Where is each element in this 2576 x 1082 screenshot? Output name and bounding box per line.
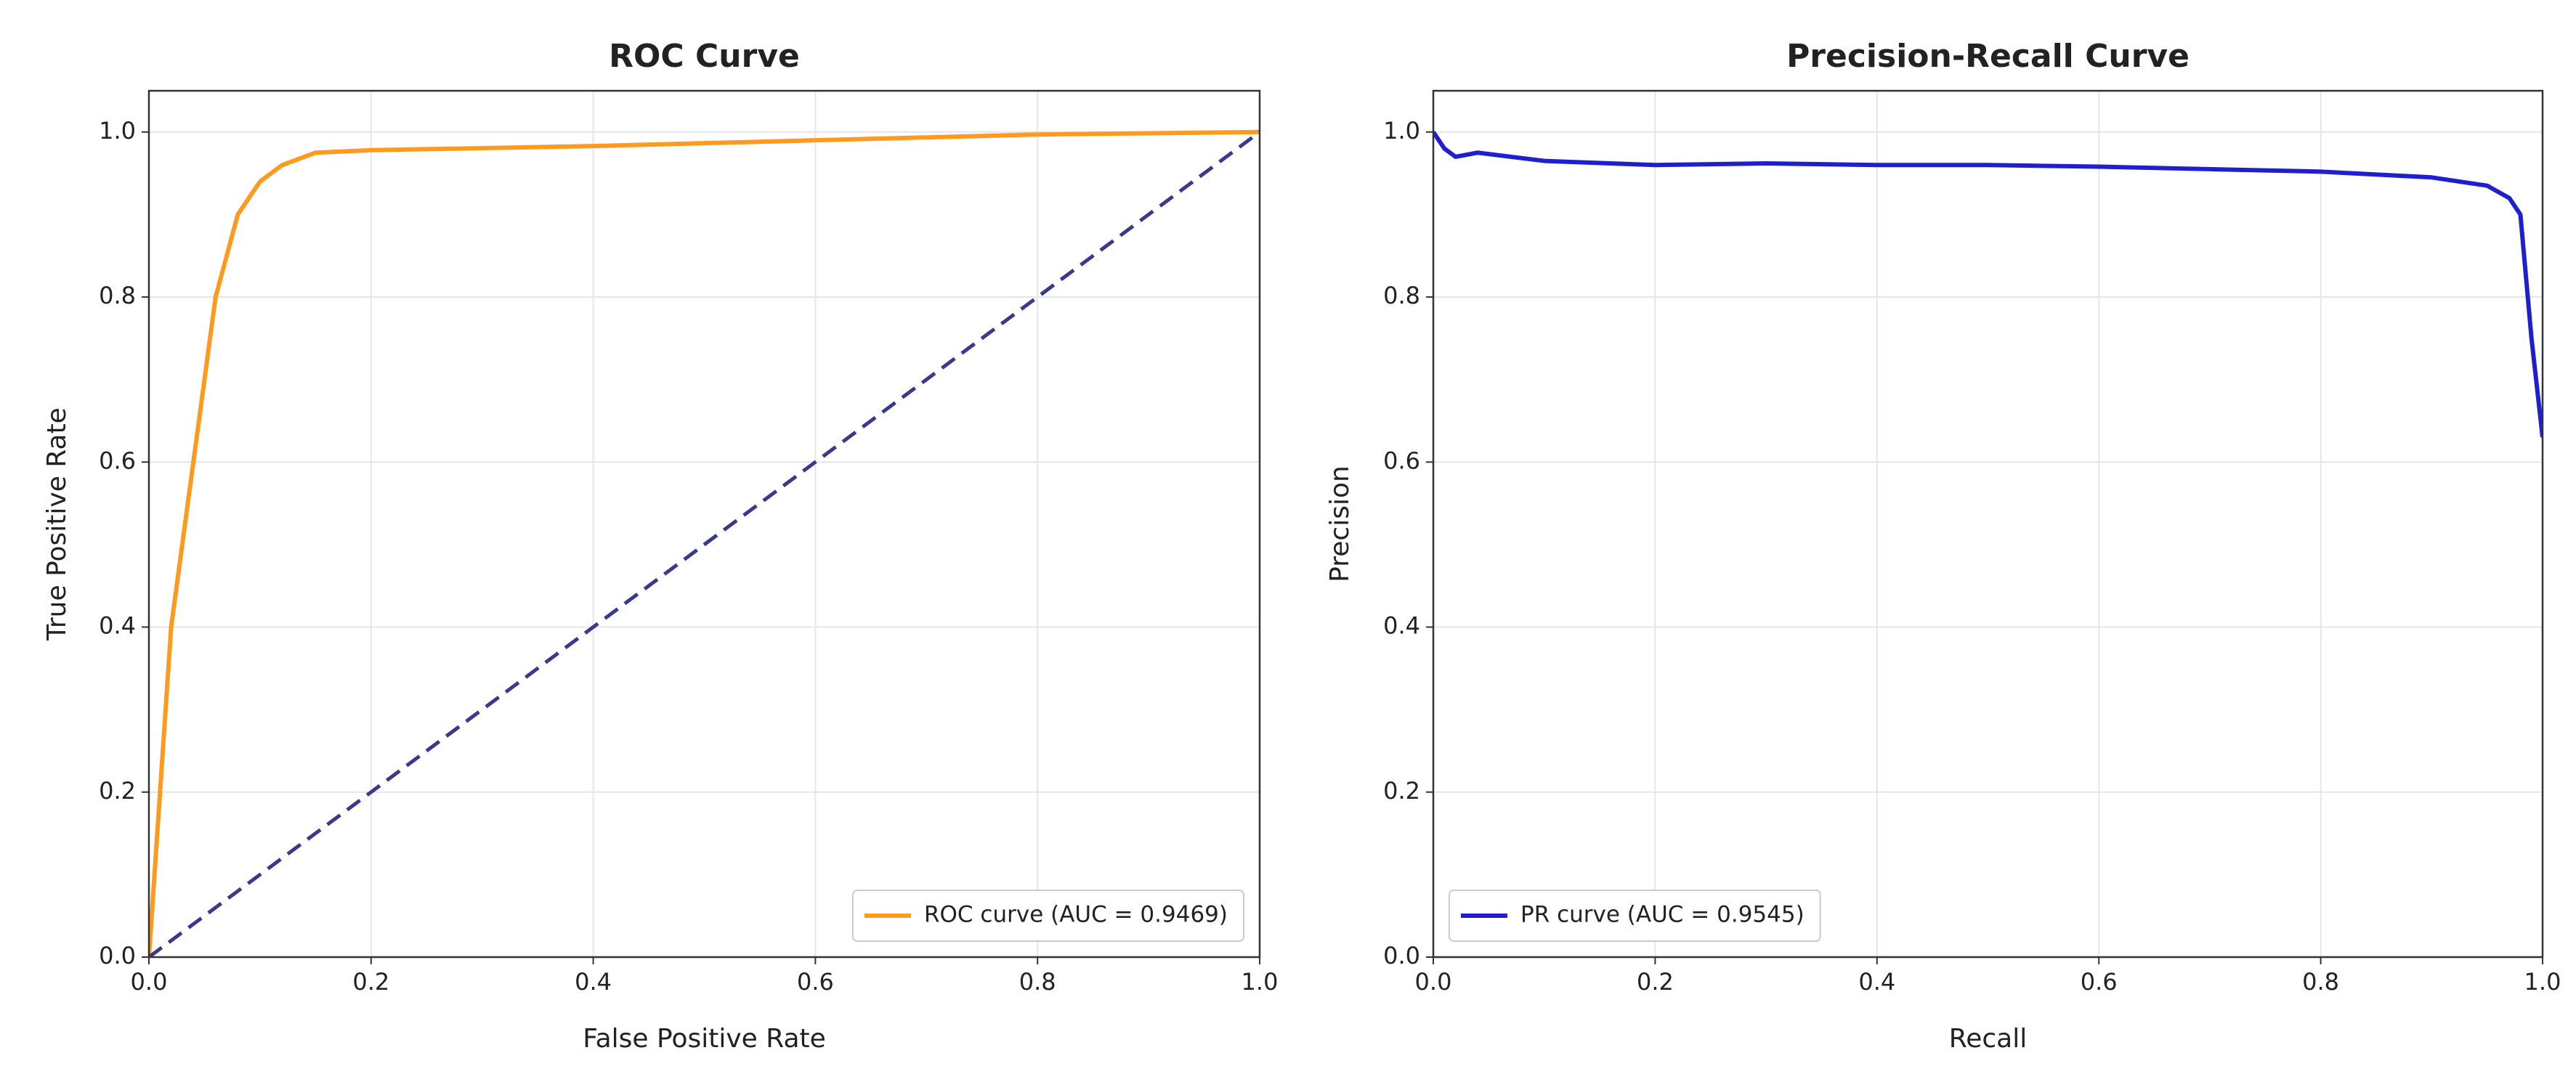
- plot-frame: [147, 89, 1261, 959]
- series-line: [149, 129, 1260, 957]
- x-tick-label: 0.8: [2302, 968, 2339, 996]
- y-tick-label: 0.6: [99, 447, 136, 474]
- legend-frame: [1449, 890, 1821, 942]
- legend: ROC curve (AUC = 0.9469): [851, 890, 1244, 942]
- y-tick-label: 0.6: [1383, 447, 1420, 474]
- x-tick-label: 0.8: [1019, 968, 1056, 996]
- y-tick-label: 0.2: [1383, 777, 1420, 805]
- chart-title: Precision-Recall Curve: [1786, 38, 2190, 75]
- x-tick-label: 1.0: [1242, 968, 1279, 996]
- y-tick-label: 0.0: [1383, 942, 1420, 969]
- chart-title: ROC Curve: [609, 38, 800, 75]
- x-axis-label: Recall: [1949, 1024, 2027, 1054]
- y-tick-label: 0.4: [1383, 612, 1420, 640]
- y-tick-label: 0.8: [99, 282, 136, 309]
- x-tick-label: 0.6: [2081, 968, 2118, 996]
- x-tick-label: 0.4: [1858, 968, 1895, 996]
- series-line: [149, 130, 1260, 957]
- x-tick-label: 0.0: [131, 968, 168, 996]
- y-tick-label: 0.8: [1383, 282, 1420, 309]
- legend-label: ROC curve (AUC = 0.9469): [924, 902, 1228, 928]
- legend: PR curve (AUC = 0.9545): [1449, 890, 1821, 942]
- x-tick-label: 0.6: [797, 968, 834, 996]
- y-axis-label: Precision: [1325, 465, 1355, 582]
- y-tick-label: 1.0: [99, 117, 136, 145]
- legend-label: PR curve (AUC = 0.9545): [1520, 902, 1805, 928]
- plot-frame: [1432, 89, 2544, 959]
- y-tick-label: 0.2: [99, 777, 136, 805]
- x-axis-label: False Positive Rate: [583, 1024, 826, 1054]
- y-tick-label: 1.0: [1383, 117, 1420, 145]
- y-tick-label: 0.0: [99, 942, 136, 969]
- x-tick-label: 0.2: [1637, 968, 1674, 996]
- x-tick-label: 0.4: [575, 968, 612, 996]
- y-tick-label: 0.4: [99, 612, 136, 640]
- legend-frame: [851, 890, 1244, 942]
- y-axis-label: True Positive Rate: [42, 407, 72, 641]
- x-tick-label: 1.0: [2524, 968, 2561, 996]
- x-tick-label: 0.0: [1415, 968, 1452, 996]
- series-line: [1433, 131, 2543, 438]
- x-tick-label: 0.2: [352, 968, 389, 996]
